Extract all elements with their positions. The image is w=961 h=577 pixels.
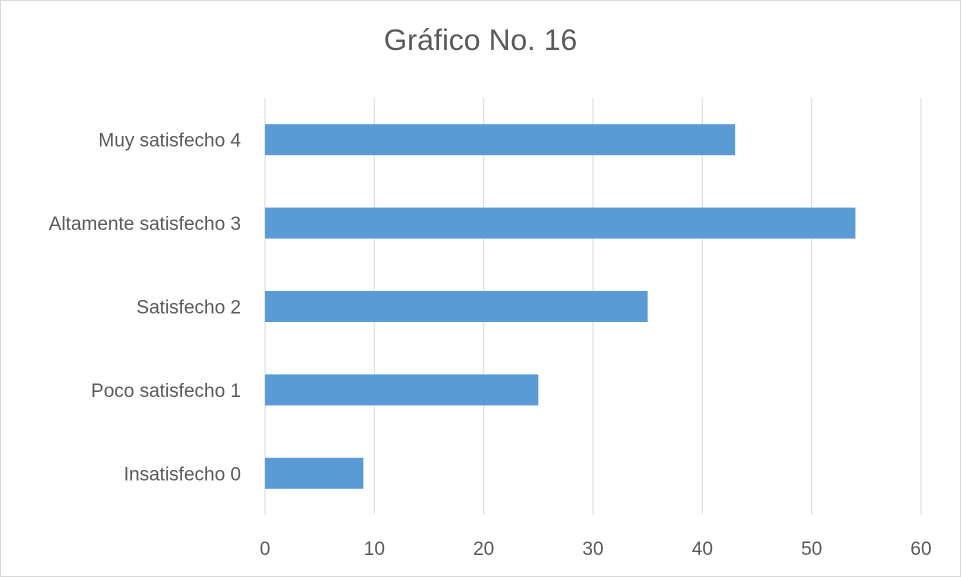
category-label: Muy satisfecho 4 <box>98 131 241 152</box>
bar <box>265 457 364 489</box>
x-tick-label: 50 <box>801 539 822 560</box>
x-tick-label: 30 <box>582 539 603 560</box>
category-label: Poco satisfecho 1 <box>91 381 241 402</box>
x-tick-labels: 0 10 20 30 40 50 60 <box>260 539 932 560</box>
x-tick-label: 0 <box>260 539 271 560</box>
category-label: Insatisfecho 0 <box>124 464 241 485</box>
x-tick-label: 10 <box>364 539 385 560</box>
bar <box>265 124 736 156</box>
category-label: Satisfecho 2 <box>136 298 241 319</box>
bar <box>265 207 856 239</box>
bars <box>265 124 856 489</box>
category-labels: Muy satisfecho 4 Altamente satisfecho 3 Sa… <box>49 131 242 486</box>
x-tick-label: 40 <box>692 539 713 560</box>
x-tick-label: 60 <box>910 539 931 560</box>
category-label: Altamente satisfecho 3 <box>49 214 241 235</box>
x-tick-label: 20 <box>473 539 494 560</box>
bar <box>265 291 648 322</box>
chart-title: Gráfico No. 16 <box>383 24 578 57</box>
bar <box>265 374 539 406</box>
